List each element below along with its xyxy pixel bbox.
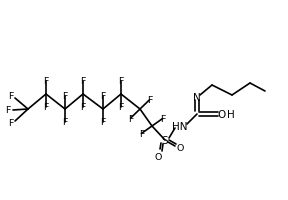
- Text: F: F: [43, 103, 49, 112]
- Text: F: F: [62, 92, 68, 101]
- Text: F: F: [8, 92, 14, 101]
- Text: F: F: [100, 92, 106, 101]
- Text: F: F: [43, 77, 49, 86]
- Text: F: F: [80, 103, 86, 112]
- Text: O: O: [154, 153, 162, 162]
- Text: F: F: [160, 114, 165, 123]
- Text: H: H: [227, 109, 235, 119]
- Text: F: F: [147, 96, 152, 105]
- Text: F: F: [8, 119, 14, 128]
- Text: F: F: [139, 129, 144, 138]
- Text: F: F: [128, 114, 133, 123]
- Text: HN: HN: [172, 121, 188, 131]
- Text: F: F: [62, 118, 68, 127]
- Text: N: N: [193, 93, 201, 102]
- Text: F: F: [80, 77, 86, 86]
- Text: O: O: [218, 109, 226, 119]
- Text: F: F: [118, 77, 124, 86]
- Text: F: F: [118, 103, 124, 112]
- Text: F: F: [5, 106, 11, 115]
- Text: F: F: [100, 118, 106, 127]
- Text: S: S: [162, 135, 168, 145]
- Text: O: O: [176, 144, 184, 153]
